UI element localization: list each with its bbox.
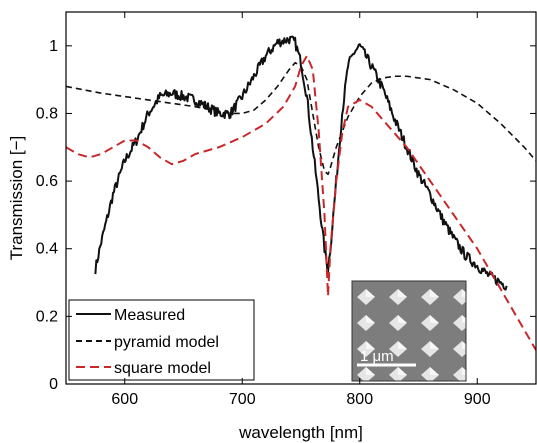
x-tick-label: 600 <box>111 391 138 408</box>
series-layer <box>66 35 536 351</box>
y-tick-label: 0 <box>49 376 58 393</box>
legend: Measured pyramid model square model <box>68 299 255 381</box>
x-axis-label: wavelength [nm] <box>238 423 363 442</box>
series-line-pyramid-model <box>66 61 536 176</box>
x-tick-label: 800 <box>346 391 373 408</box>
legend-square-label: square model <box>114 360 211 377</box>
legend-pyramid-label: pyramid model <box>114 334 219 351</box>
legend-box <box>68 299 255 381</box>
plot-frame <box>65 11 537 385</box>
y-axis-label: Transmission [−] <box>7 136 26 261</box>
legend-measured-label: Measured <box>114 307 185 324</box>
y-tick-label: 1 <box>49 38 58 55</box>
inset-scale-label: 1 μm <box>360 348 394 365</box>
series-line-square-model <box>66 54 536 351</box>
x-tick-label: 900 <box>464 391 491 408</box>
y-tick-label: 0.8 <box>36 105 58 122</box>
sem-inset: 1 μm <box>351 280 467 382</box>
y-tick-label: 0.4 <box>36 241 58 258</box>
y-tick-label: 0.2 <box>36 308 58 325</box>
x-tick-label: 700 <box>229 391 256 408</box>
y-tick-label: 0.6 <box>36 173 58 190</box>
axis-ticks: 600 700 800 900 0 0.2 0.4 0.6 0.8 1 <box>36 12 536 408</box>
